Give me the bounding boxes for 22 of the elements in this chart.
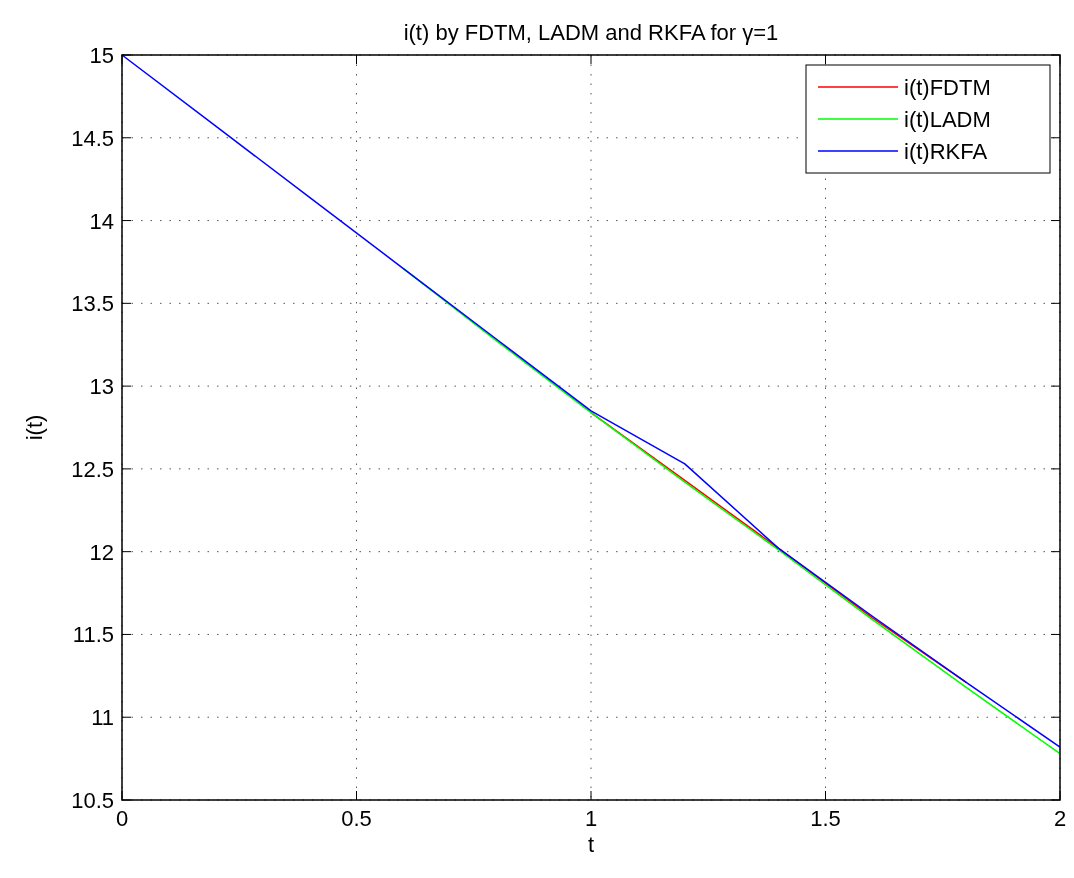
x-tick-label: 2 (1053, 806, 1067, 831)
legend-label: i(t)RKFA (904, 139, 988, 164)
chart-title: i(t) by FDTM, LADM and RKFA for γ=1 (403, 20, 779, 45)
line-series (590, 411, 967, 684)
y-tick-label: 12.5 (71, 456, 114, 482)
y-tick-label: 14.5 (71, 125, 114, 151)
y-tick-label: 12 (89, 539, 114, 565)
y-tick-label: 14 (89, 208, 114, 234)
y-tick-label: 13.5 (71, 291, 114, 317)
x-tick-label: 1.5 (810, 806, 841, 831)
x-tick-label: 0.5 (341, 806, 372, 831)
y-axis-title: i(t) (22, 414, 47, 441)
legend-label: i(t)LADM (904, 107, 991, 132)
legend-label: i(t)FDTM (904, 75, 991, 100)
y-tick-label: 13 (89, 374, 114, 400)
x-tick-label: 1 (584, 806, 598, 831)
y-tick-label: 11.5 (72, 622, 114, 648)
y-tick-label: 15 (89, 43, 114, 68)
y-tick-label: 10.5 (71, 788, 114, 813)
y-tick-label: 11 (91, 705, 114, 731)
x-axis-title: t (587, 832, 595, 857)
x-tick-label: 0 (115, 806, 129, 831)
